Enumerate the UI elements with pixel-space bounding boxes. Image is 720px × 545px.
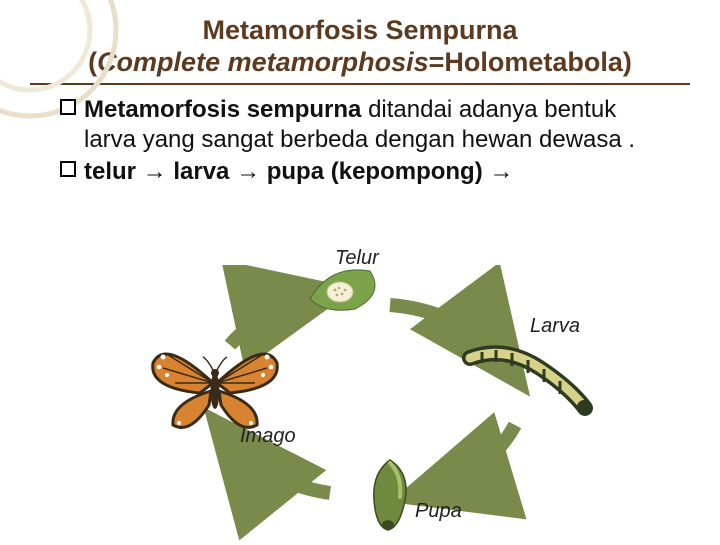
label-telur: Telur — [335, 247, 379, 270]
bullet-1: Metamorfosis sempurna ditandai adanya be… — [60, 95, 670, 155]
label-pupa: Pupa — [415, 500, 462, 523]
label-imago: Imago — [240, 425, 296, 448]
body-text: Metamorfosis sempurna ditandai adanya be… — [0, 95, 720, 187]
stage-larva-icon — [460, 343, 595, 423]
title-underline — [30, 83, 690, 85]
bullet-box-icon — [60, 99, 76, 115]
title-line-1: Metamorfosis Sempurna — [20, 14, 700, 46]
bullet-2: telur → larva → pupa (kepompong) → — [60, 157, 670, 187]
title-rest: =Holometabola) — [429, 47, 632, 77]
slide-title: Metamorfosis Sempurna (Complete metamorp… — [0, 0, 720, 79]
bullet-1-bold: Metamorfosis sempurna — [84, 96, 361, 123]
label-larva: Larva — [530, 315, 580, 338]
title-italic-part: Complete metamorphosis — [97, 47, 429, 77]
title-paren-open: ( — [88, 47, 97, 77]
stage-pupa-icon — [360, 455, 420, 535]
bullet-2-text: telur → larva → pupa (kepompong) → — [84, 158, 513, 185]
lifecycle-diagram: Telur Larva Pupa Imago — [110, 265, 600, 535]
title-line-2: (Complete metamorphosis=Holometabola) — [20, 46, 700, 78]
bullet-box-icon — [60, 161, 76, 177]
